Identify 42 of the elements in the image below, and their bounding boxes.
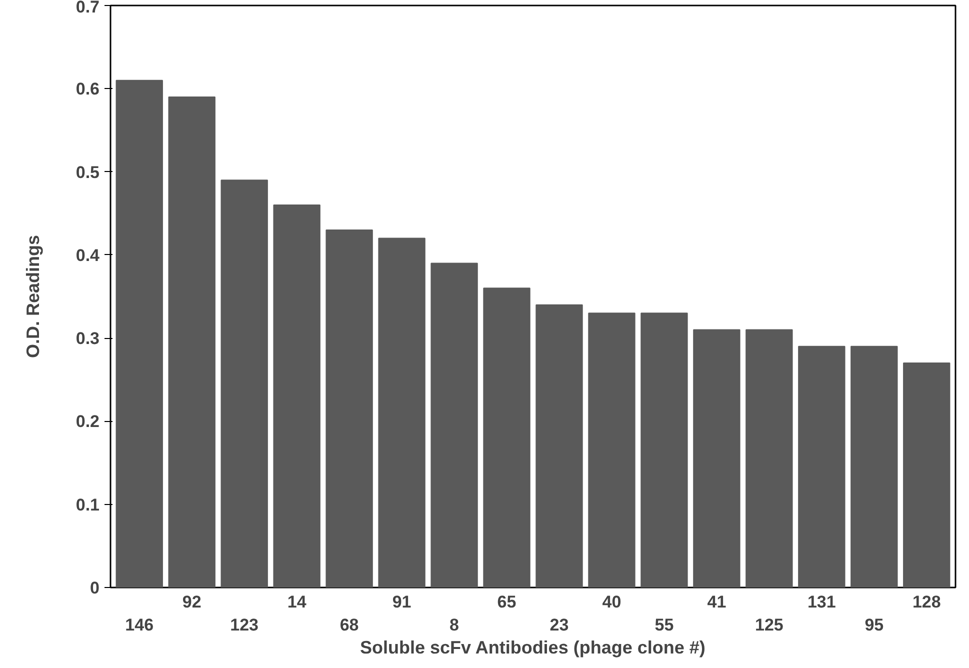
- x-tick-label: 41: [707, 592, 726, 612]
- bar: [536, 304, 583, 588]
- bar: [116, 80, 163, 588]
- bar: [850, 346, 898, 588]
- bar: [220, 180, 268, 588]
- x-tick-label: 8: [450, 616, 460, 634]
- y-tick-label: 0.6: [76, 80, 100, 99]
- x-tick-label: 146: [125, 616, 154, 634]
- y-tick-label: 0.4: [76, 246, 100, 265]
- x-tick-label: 23: [550, 616, 569, 634]
- y-tick-label: 0.7: [76, 0, 100, 16]
- x-tick-label: 125: [755, 616, 784, 634]
- bar: [273, 204, 320, 588]
- x-axis-title: Soluble scFv Antibodies (phage clone #): [360, 638, 706, 658]
- x-tick-label: 123: [230, 616, 259, 634]
- bar: [483, 288, 530, 588]
- y-axis-title: O.D. Readings: [22, 234, 43, 358]
- x-tick-label: 91: [392, 592, 412, 612]
- y-tick-label: 0.2: [76, 412, 100, 432]
- x-tick-label: 65: [497, 592, 516, 612]
- bar: [640, 312, 688, 588]
- x-tick-label: 128: [912, 592, 941, 612]
- x-tick-label: 68: [340, 616, 359, 634]
- x-tick-label: 14: [287, 592, 307, 612]
- bar: [326, 229, 373, 588]
- bar: [378, 238, 426, 588]
- bar: [798, 346, 846, 588]
- y-tick-label: 0: [90, 578, 100, 598]
- bar: [746, 329, 793, 588]
- y-tick-label: 0.1: [76, 495, 100, 514]
- y-tick-label: 0.3: [76, 329, 100, 348]
- x-tick-label: 40: [602, 592, 622, 612]
- bar: [430, 262, 478, 588]
- x-tick-label: 95: [864, 616, 884, 634]
- x-tick-label: 55: [654, 616, 674, 634]
- y-tick-label: 0.5: [76, 162, 100, 182]
- x-tick-label: 131: [807, 592, 836, 612]
- x-tick-label: 92: [182, 592, 202, 612]
- bar: [168, 96, 216, 588]
- bar: [693, 329, 740, 588]
- bar: [588, 312, 636, 588]
- bar: [903, 362, 950, 588]
